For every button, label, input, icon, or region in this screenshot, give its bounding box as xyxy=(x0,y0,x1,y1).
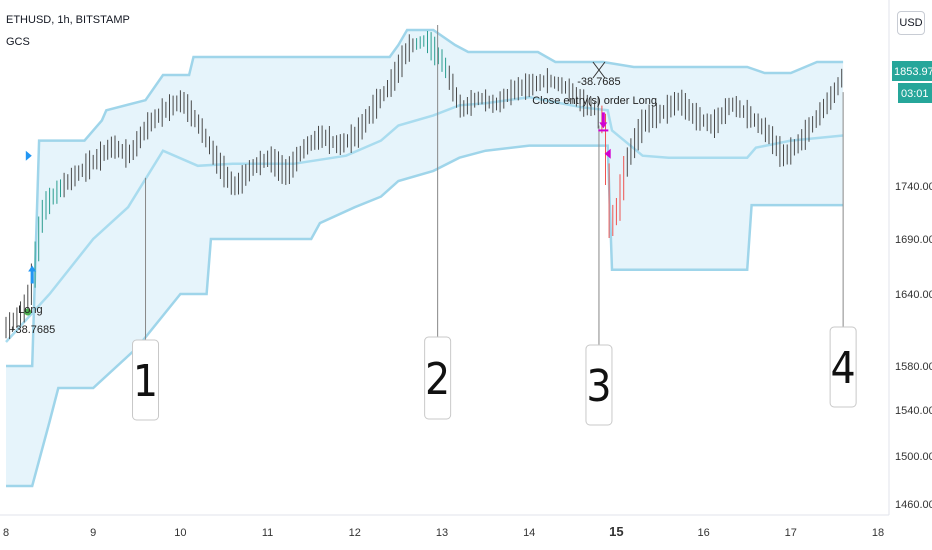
x-tick-label: 15 xyxy=(609,524,623,539)
entry-value: +38.7685 xyxy=(9,324,55,336)
exit-label: Close entry(s) order Long xyxy=(532,95,657,107)
middle-band-line xyxy=(5,95,844,343)
y-tick-label: 1460.00 xyxy=(895,499,932,511)
callout-box xyxy=(424,336,452,420)
x-tick-label: 9 xyxy=(90,527,96,539)
x-tick-label: 11 xyxy=(262,527,273,539)
countdown-text: 03:01 xyxy=(901,88,929,100)
chart-title: ETHUSD, 1h, BITSTAMP xyxy=(6,14,130,26)
candle-bars xyxy=(5,31,843,339)
upper-band-line xyxy=(6,28,844,368)
y-tick-label: 1540.00 xyxy=(895,405,932,417)
callout-number: 2 xyxy=(425,354,450,405)
signal-triangle-icon xyxy=(25,150,32,161)
exit-cross-icon xyxy=(592,61,606,79)
y-axis[interactable]: 1460.00 1500.00 1540.00 1580.00 1640.00 1690.… xyxy=(888,0,932,515)
channel-fill xyxy=(6,30,844,486)
callout-number: 3 xyxy=(586,361,611,412)
callout-box xyxy=(829,326,857,408)
exit-arrow-icon xyxy=(599,112,608,129)
x-tick-label: 17 xyxy=(785,527,797,539)
indicator-label[interactable]: GCS xyxy=(6,36,30,48)
x-tick-label: 10 xyxy=(174,527,186,539)
exit-value: -38.7685 xyxy=(577,76,620,88)
last-price-text: 1853.97 xyxy=(894,66,932,78)
callout-number: 1 xyxy=(133,356,158,407)
y-tick-label: 1500.00 xyxy=(895,451,932,463)
callout-4: 4 xyxy=(829,92,857,408)
x-tick-label: 12 xyxy=(349,527,361,539)
y-tick-label: 1690.00 xyxy=(895,234,932,246)
callout-2: 2 xyxy=(424,25,452,420)
y-tick-label: 1740.00 xyxy=(895,181,932,193)
currency-button[interactable]: USD xyxy=(897,11,925,35)
entry-arrow-icon xyxy=(28,265,37,284)
exit-triangle-icon xyxy=(604,148,611,159)
callout-1: 1 xyxy=(132,177,160,421)
countdown-tag xyxy=(898,83,932,103)
callout-box xyxy=(132,339,160,421)
y-tick-label: 1640.00 xyxy=(895,289,932,301)
entry-dot-icon xyxy=(24,308,32,316)
last-price-tag xyxy=(892,61,932,81)
x-tick-label: 16 xyxy=(697,527,709,539)
entry-label: Long xyxy=(18,304,42,316)
x-axis[interactable]: 8 9 10 11 12 13 14 15 16 17 18 xyxy=(0,514,889,539)
callout-number: 4 xyxy=(831,343,856,394)
x-tick-label: 8 xyxy=(3,527,9,539)
y-tick-label: 1580.00 xyxy=(895,361,932,373)
trade-markers xyxy=(24,61,611,316)
lower-band-line xyxy=(6,144,844,488)
callout-box xyxy=(585,344,613,426)
x-tick-label: 14 xyxy=(523,527,535,539)
x-tick-label: 18 xyxy=(872,527,884,539)
callout-3: 3 xyxy=(585,125,613,426)
x-tick-label: 13 xyxy=(436,527,448,539)
